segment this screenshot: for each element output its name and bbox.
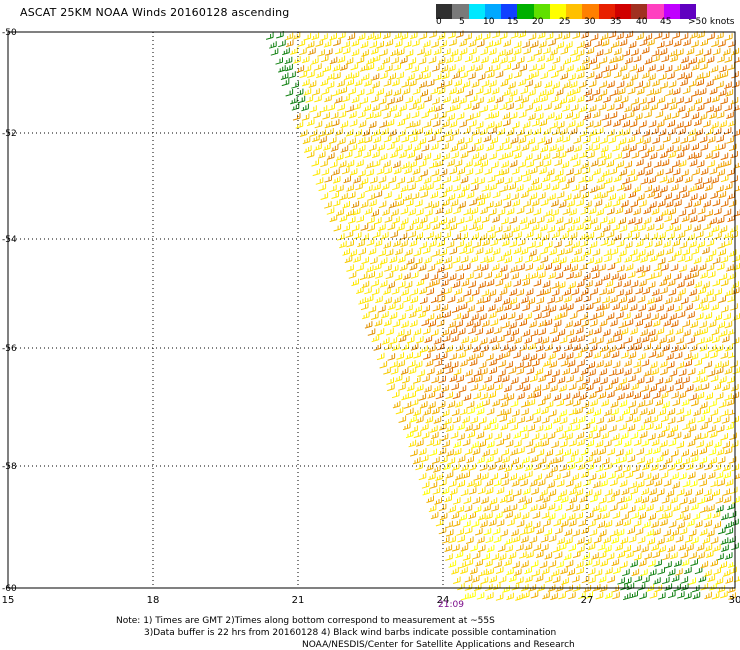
wind-barb-group	[395, 398, 740, 601]
colorbar-swatch	[501, 4, 518, 19]
latitude-label: -52	[2, 129, 17, 139]
note-line-2: 3)Data buffer is 22 hrs from 20160128 4)…	[144, 628, 557, 638]
colorbar-labels: 0 5 10 15 20 25 30 35 40 45 >50 knots	[0, 17, 740, 31]
longitude-labels: 15 18 21 24 27 30	[2, 595, 740, 606]
wind-barb-group	[290, 30, 740, 401]
map-title: ASCAT 25KM NOAA Winds 20160128 ascending	[20, 6, 290, 19]
colorbar-label: 10	[483, 17, 495, 27]
colorbar-label: 45	[660, 17, 672, 27]
wind-barb-group	[405, 398, 740, 601]
wind-barb-group	[419, 30, 740, 401]
wind-barb-group	[422, 119, 736, 400]
colorbar-swatch	[517, 4, 534, 19]
longitude-label: 30	[729, 595, 740, 606]
colorbar-label: 25	[559, 17, 571, 27]
colorbar-label: 0	[436, 17, 442, 27]
colorbar-swatch	[452, 4, 469, 19]
latitude-label: -60	[2, 584, 17, 594]
longitude-label: 27	[581, 595, 594, 606]
colorbar-swatch	[614, 4, 631, 19]
latitude-label: -58	[2, 462, 17, 472]
colorbar-label: 30	[584, 17, 596, 27]
graticule	[8, 32, 735, 588]
wind-barb-group	[285, 30, 740, 400]
colorbar-label: 35	[610, 17, 622, 27]
colorbar-swatch	[484, 4, 501, 19]
colorbar-label: >50 knots	[688, 17, 735, 27]
colorbar-swatch	[663, 4, 680, 19]
wind-barbs-layer	[265, 30, 740, 601]
colorbar-swatch	[566, 4, 583, 19]
colorbar-swatch	[582, 4, 599, 19]
colorbar-swatch	[436, 4, 453, 19]
latitude-labels: -50 -52 -54 -56 -58 -60	[2, 28, 17, 594]
longitude-label: 18	[147, 595, 160, 606]
colorbar-swatch	[631, 4, 648, 19]
colorbar-swatch	[647, 4, 664, 19]
latitude-label: -56	[2, 344, 17, 354]
longitude-label: 21	[292, 595, 305, 606]
wind-barb-group	[265, 31, 739, 601]
wind-barb-group	[285, 30, 740, 401]
longitude-label: 24	[437, 595, 450, 606]
colorbar-swatch	[468, 4, 485, 19]
wind-barb-group	[392, 30, 740, 601]
colorbar-swatch	[598, 4, 615, 19]
colorbar-label: 40	[636, 17, 648, 27]
colorbar-label: 20	[532, 17, 544, 27]
map-frame	[7, 31, 736, 589]
longitude-label: 15	[2, 595, 15, 606]
colorbar-swatch	[533, 4, 550, 19]
latitude-label: -50	[2, 28, 17, 38]
latitude-label: -54	[2, 235, 17, 245]
colorbar-swatch	[549, 4, 566, 19]
note-line-3: NOAA/NESDIS/Center for Satellite Applica…	[302, 640, 575, 650]
colorbar-swatch	[679, 4, 696, 19]
pass-time-label: 21:09	[438, 600, 464, 610]
colorbar-label: 5	[459, 17, 465, 27]
note-line-1: Note: 1) Times are GMT 2)Times along bot…	[116, 616, 495, 626]
colorbar-label: 15	[507, 17, 519, 27]
wind-speed-colorbar	[436, 4, 696, 19]
